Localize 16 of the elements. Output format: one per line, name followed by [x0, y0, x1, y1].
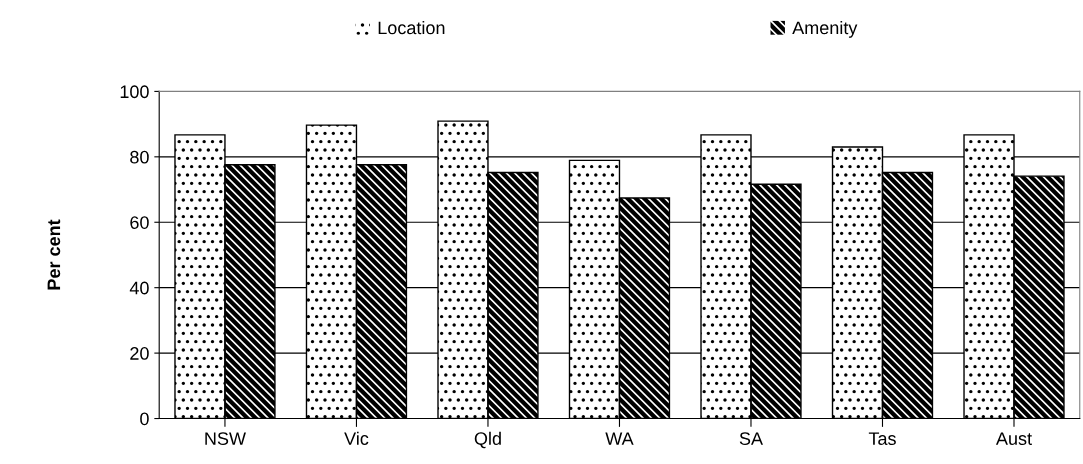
x-tick-label: NSW [205, 432, 246, 445]
x-tick-label: SA [739, 432, 763, 445]
y-tick-label: 0 [140, 412, 149, 426]
y-tick-label: 80 [130, 150, 149, 164]
x-tick-label: WA [605, 432, 634, 445]
y-tick-label: 60 [130, 216, 149, 229]
y-axis-title: Per cent [47, 219, 61, 290]
legend-label: Location [378, 20, 445, 35]
x-tick-label: Qld [474, 431, 501, 449]
y-tick-label: 40 [129, 281, 149, 295]
x-tick-label: Tas [868, 432, 896, 445]
y-tick-label: 100 [120, 85, 149, 99]
x-tick-label: Aust [995, 432, 1032, 445]
legend-label: Amenity [792, 20, 858, 38]
y-tick-label: 20 [130, 347, 149, 360]
x-tick-label: Vic [344, 431, 369, 445]
